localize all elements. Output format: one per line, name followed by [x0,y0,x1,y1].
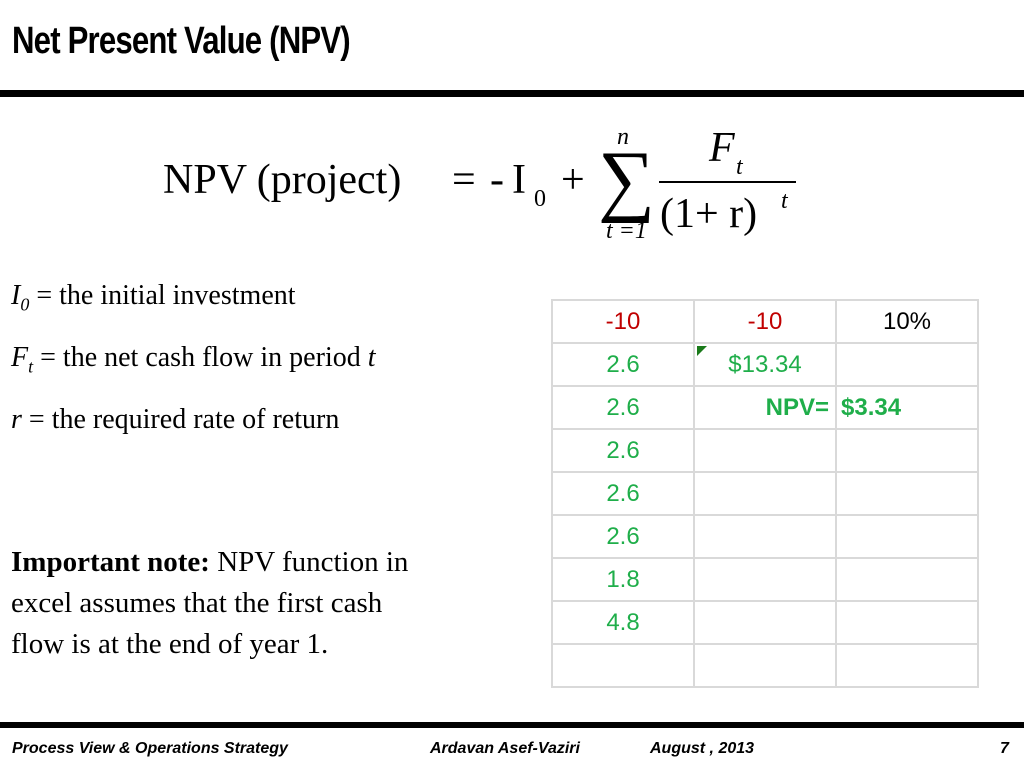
cell-b4[interactable] [693,428,837,473]
definition-cash-flow: Ft = the net cash flow in period t [11,342,376,377]
npv-formula: NPV (project) = - I 0 + n ∑ t =1 F t (1+… [0,0,1024,260]
definition-rate: r = the required rate of return [11,404,340,435]
footer-date: August , 2013 [650,740,755,757]
cell-b1[interactable]: -10 [693,299,837,344]
table-row: 2.6 $13.34 [551,342,979,387]
cell-b6[interactable] [693,514,837,559]
formula-minus: - [490,157,504,203]
formula-numerator-sub: t [736,154,743,180]
cell-c8[interactable] [835,600,979,645]
cell-c9[interactable] [835,643,979,688]
sum-upper-limit: n [617,124,629,150]
page-number: 7 [1000,740,1009,757]
spreadsheet-grid: -10 -10 10% 2.6 $13.34 2.6 NPV= $3.34 2.… [551,299,979,688]
formula-denominator: (1+ r) [660,191,758,237]
formula-plus: + [561,157,585,203]
important-note: Important note: NPV function in excel as… [11,542,431,665]
table-row: 4.8 [551,600,979,645]
cell-b5[interactable] [693,471,837,516]
formula-marker-icon [697,346,707,356]
cell-c5[interactable] [835,471,979,516]
table-row: -10 -10 10% [551,299,979,344]
cell-c6[interactable] [835,514,979,559]
cell-a8[interactable]: 4.8 [551,600,695,645]
cell-b2[interactable]: $13.34 [693,342,837,387]
title-divider [0,90,1024,97]
cell-a1[interactable]: -10 [551,299,695,344]
summation-sign: ∑ [598,136,656,224]
cell-c2[interactable] [835,342,979,387]
note-label: Important note: [11,546,210,578]
cell-a9[interactable] [551,643,695,688]
table-row: 2.6 [551,428,979,473]
table-row [551,643,979,688]
cell-b9[interactable] [693,643,837,688]
cell-a6[interactable]: 2.6 [551,514,695,559]
formula-denominator-exp: t [781,188,788,214]
formula-numerator: F [709,125,735,171]
npv-value: $3.34 [841,393,902,421]
cell-c3[interactable]: $3.34 [835,385,979,430]
cell-b7[interactable] [693,557,837,602]
cell-b8[interactable] [693,600,837,645]
formula-investment-sub: 0 [534,186,546,212]
table-row: 2.6 [551,471,979,516]
cell-a4[interactable]: 2.6 [551,428,695,473]
formula-investment: I [512,157,526,203]
cell-c4[interactable] [835,428,979,473]
footer-divider [0,722,1024,728]
cell-c1[interactable]: 10% [835,299,979,344]
formula-equals: = [452,157,476,203]
footer-author: Ardavan Asef-Vaziri [430,740,580,757]
footer-course: Process View & Operations Strategy [12,740,288,757]
formula-lhs: NPV (project) [163,157,402,203]
cell-a7[interactable]: 1.8 [551,557,695,602]
slide-title: Net Present Value (NPV) [12,20,351,62]
cell-c7[interactable] [835,557,979,602]
definition-investment: I0 = the initial investment [11,280,296,315]
fraction-bar [659,181,796,183]
cell-a3[interactable]: 2.6 [551,385,695,430]
table-row: 2.6 [551,514,979,559]
table-row: 2.6 NPV= $3.34 [551,385,979,430]
note-text: NPV function in excel assumes that the f… [11,546,409,660]
cell-a2[interactable]: 2.6 [551,342,695,387]
table-row: 1.8 [551,557,979,602]
npv-label: NPV= [765,393,829,421]
sum-lower-limit: t =1 [606,218,647,244]
cell-a5[interactable]: 2.6 [551,471,695,516]
cell-b3[interactable]: NPV= [693,385,837,430]
